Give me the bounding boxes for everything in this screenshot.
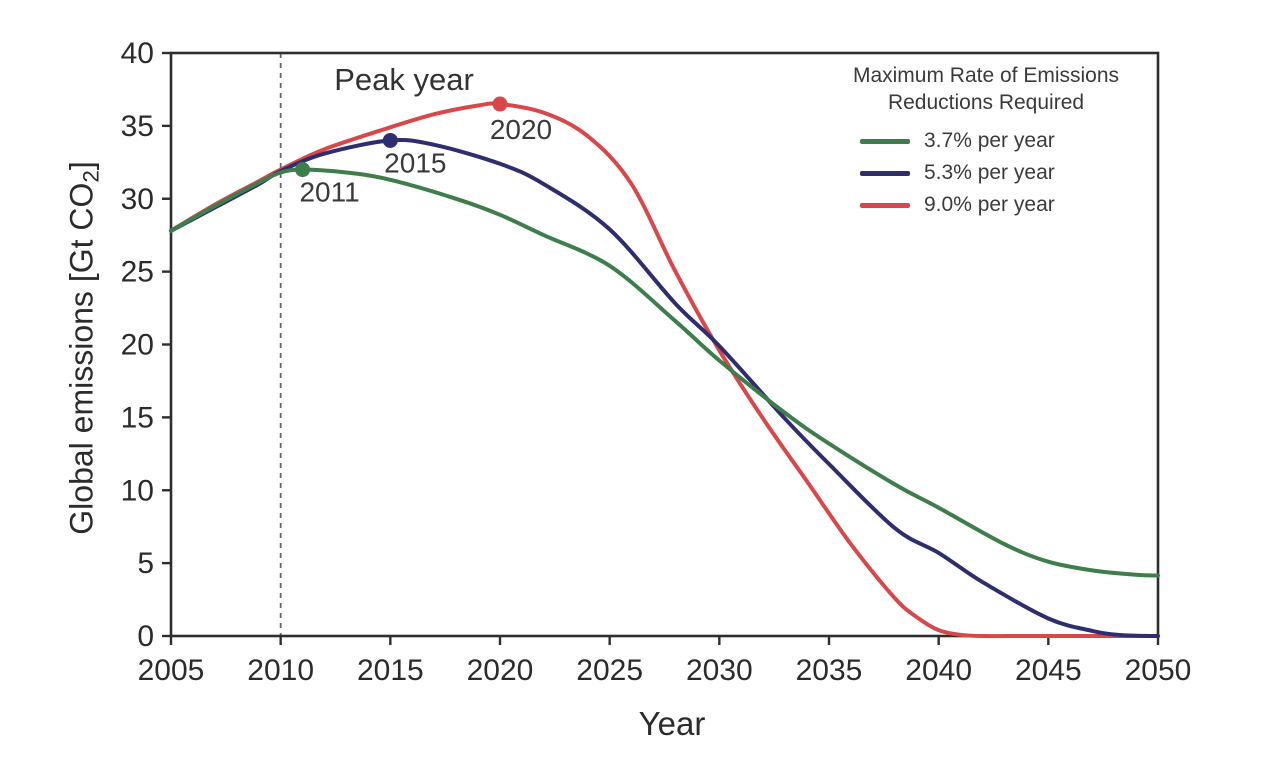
y-tick-label: 25: [121, 256, 154, 289]
legend-entry-navy: 5.3% per year: [860, 157, 1154, 189]
peak-year-annotation-title: Peak year: [334, 62, 474, 97]
peak-dot-2011: [295, 162, 311, 178]
series-line-9.0: [169, 101, 1160, 639]
peak-dot-2015: [382, 132, 398, 148]
y-axis-title-text: Global emissions [Gt CO: [63, 182, 100, 535]
x-tick-label: 2035: [796, 654, 863, 687]
legend-entry-label: 5.3% per year: [924, 161, 1055, 184]
peak-dot-2020: [492, 96, 508, 112]
x-tick-label: 2020: [467, 654, 534, 687]
y-tick-label: 0: [137, 620, 154, 653]
y-tick-label: 5: [137, 547, 154, 580]
legend-title-line2: Reductions Required: [887, 91, 1085, 114]
series-line-3.7: [169, 167, 1160, 578]
peak-year-label-2020: 2020: [490, 114, 552, 145]
legend-entry-green: 3.7% per year: [860, 125, 1154, 157]
y-tick-label: 40: [121, 37, 154, 70]
legend-entry-label: 9.0% per year: [924, 193, 1055, 216]
x-tick-label: 2010: [247, 654, 314, 687]
legend-entry-label: 3.7% per year: [924, 129, 1055, 152]
x-tick-label: 2050: [1125, 654, 1192, 687]
x-tick-label: 2030: [686, 654, 753, 687]
legend: Maximum Rate of Emissions Reductions Req…: [818, 62, 1154, 221]
navy-line-swatch-icon: [860, 170, 910, 176]
y-axis-title-subscript: 2: [78, 170, 104, 183]
legend-title-line1: Maximum Rate of Emissions: [852, 64, 1120, 87]
y-tick-label: 35: [121, 110, 154, 143]
y-tick-label: 15: [121, 401, 154, 434]
y-tick-label: 10: [121, 474, 154, 507]
y-axis-title: Global emissions [Gt CO2]: [64, 161, 105, 534]
legend-entries: 3.7% per year 5.3% per year 9.0% per yea…: [860, 125, 1154, 221]
green-line-swatch-icon: [860, 138, 910, 144]
x-tick-label: 2025: [576, 654, 643, 687]
x-tick-label: 2040: [905, 654, 972, 687]
legend-entry-red: 9.0% per year: [860, 189, 1154, 221]
y-tick-label: 20: [121, 329, 154, 362]
peak-year-label-2015: 2015: [384, 147, 446, 178]
red-line-swatch-icon: [860, 202, 910, 208]
x-tick-label: 2005: [138, 654, 205, 687]
x-tick-label: 2015: [357, 654, 424, 687]
x-axis-title: Year: [638, 705, 706, 742]
y-axis-title-bracket: ]: [63, 161, 100, 171]
y-tick-label: 30: [121, 183, 154, 216]
peak-year-label-2011: 2011: [299, 177, 359, 208]
x-tick-label: 2045: [1015, 654, 1082, 687]
series-line-5.3: [169, 137, 1160, 638]
